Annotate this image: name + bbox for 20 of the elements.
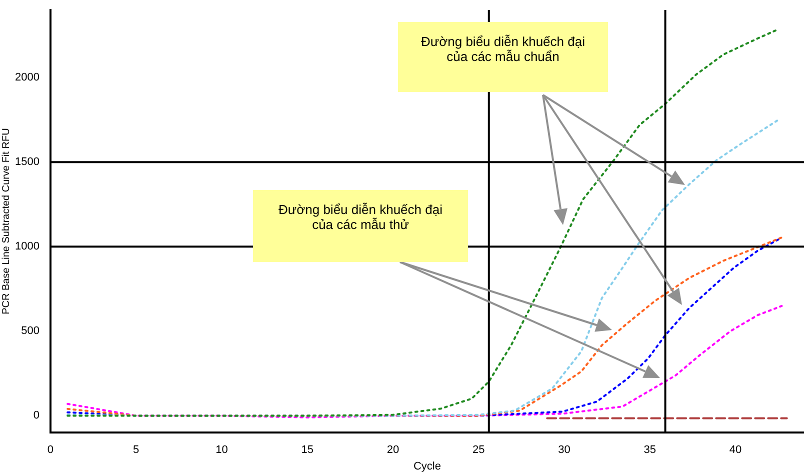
x-axis-title: Cycle (413, 460, 441, 472)
x-tick-label: 25 (472, 444, 485, 456)
y-tick-label: 0 (33, 410, 40, 422)
callout-box: Đường biểu diễn khuếch đại của các mẫu thử (253, 190, 468, 262)
x-tick-label: 40 (729, 444, 742, 456)
x-tick-label: 0 (47, 444, 54, 456)
y-axis-title: PCR Base Line Subtracted Curve Fit RFU (0, 128, 12, 314)
x-tick-label: 15 (301, 444, 314, 456)
x-tick-label: 10 (216, 444, 228, 456)
line-series (66, 28, 780, 417)
line-series (66, 304, 783, 418)
y-tick-label: 1500 (14, 156, 40, 168)
callout-box: Đường biểu diễn khuếch đại của các mẫu chuẩn (398, 22, 608, 92)
x-tick-label: 35 (644, 444, 656, 456)
x-tick-label: 5 (133, 444, 140, 456)
y-tick-label: 1000 (14, 240, 40, 253)
x-tick-label: 30 (558, 444, 570, 456)
y-tick-label: 500 (21, 325, 40, 338)
y-tick-label: 2000 (14, 72, 40, 84)
x-tick-label: 20 (386, 444, 400, 456)
